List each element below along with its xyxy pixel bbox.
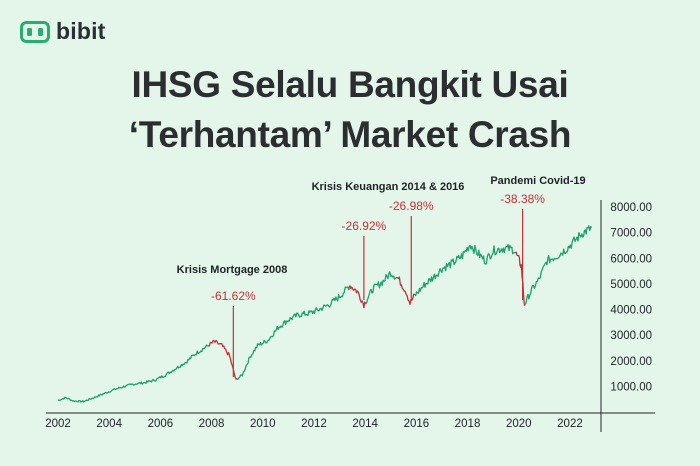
annotation-label: Pandemi Covid-19: [490, 175, 585, 187]
brand-name: bibit: [56, 18, 106, 44]
chart-annotations: -61.62% Krisis Mortgage 2008 -26.92% Krisis…: [177, 175, 586, 377]
y-tick-label: 7000.00: [610, 228, 652, 240]
y-tick-label: 6000.00: [610, 253, 652, 265]
page-title-line-1: IHSG Selalu Bangkit Usai: [131, 64, 569, 105]
index-line-segment: [524, 225, 593, 305]
annotation-value: -61.62%: [211, 289, 256, 303]
x-tick-label: 2006: [148, 418, 174, 430]
annotation-label: Krisis Mortgage 2008: [177, 264, 288, 276]
bibit-logo-icon: [20, 20, 50, 43]
x-tick-label: 2008: [199, 418, 225, 430]
index-line-segment: [414, 243, 516, 297]
crash-line-segment: [515, 251, 526, 306]
crash-line-segment: [396, 276, 415, 306]
annotation-value: -26.92%: [342, 219, 387, 233]
index-line-segment: [57, 344, 210, 403]
annotation-label: Krisis Keuangan 2014 & 2016: [312, 181, 465, 193]
x-tick-label: 2016: [404, 418, 430, 430]
y-tick-label: 2000.00: [610, 356, 652, 368]
x-tick-label: 2020: [506, 418, 532, 430]
x-tick-label: 2002: [45, 418, 71, 430]
x-tick-label: 2018: [455, 418, 481, 430]
x-tick-label: 2014: [352, 418, 378, 430]
x-tick-label: 2012: [301, 418, 327, 430]
y-tick-label: 1000.00: [610, 381, 652, 393]
brand: bibit: [20, 18, 106, 45]
chart-axes: [46, 200, 655, 432]
index-line-segment: [237, 285, 351, 381]
page-title-line-2: ‘Terhantam’ Market Crash: [128, 114, 572, 155]
y-tick-label: 3000.00: [610, 330, 652, 342]
y-tick-label: 5000.00: [610, 279, 652, 291]
x-tick-label: 2010: [250, 418, 276, 430]
y-tick-label: 8000.00: [610, 202, 652, 214]
index-line-segment: [365, 271, 397, 305]
crash-line-segment: [349, 285, 367, 309]
chart-ticks: 2002 2004 2006 2008 2010 2012 2014 2016 2018 2020…: [45, 202, 652, 430]
chart-series: [57, 225, 593, 403]
annotation-value: -38.38%: [500, 192, 545, 206]
y-tick-label: 4000.00: [610, 305, 652, 317]
x-tick-label: 2022: [557, 418, 583, 430]
annotation-value: -26.98%: [389, 199, 434, 213]
x-tick-label: 2004: [96, 418, 122, 430]
